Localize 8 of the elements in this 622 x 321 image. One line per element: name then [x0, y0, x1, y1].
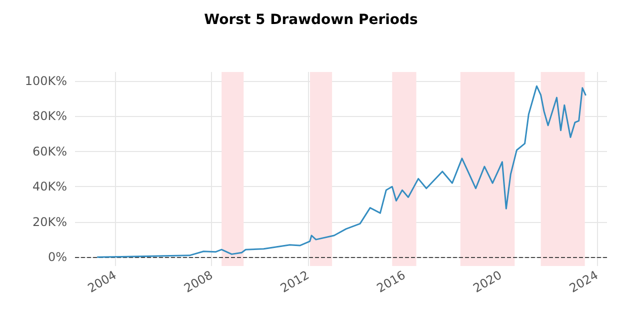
y-tick-label: 100K%: [24, 74, 67, 88]
chart-title: Worst 5 Drawdown Periods: [204, 12, 418, 28]
y-tick-label: 40K%: [32, 180, 67, 194]
y-tick-label: 80K%: [32, 109, 67, 124]
line-series: [96, 85, 587, 258]
y-tick-label: 0%: [48, 250, 67, 264]
y-tick-label: 20K%: [32, 214, 67, 229]
y-tick-label: 60K%: [32, 144, 67, 158]
